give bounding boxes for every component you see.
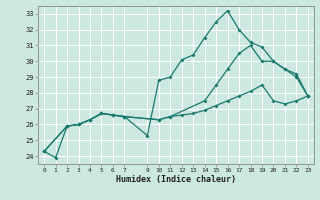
X-axis label: Humidex (Indice chaleur): Humidex (Indice chaleur) (116, 175, 236, 184)
